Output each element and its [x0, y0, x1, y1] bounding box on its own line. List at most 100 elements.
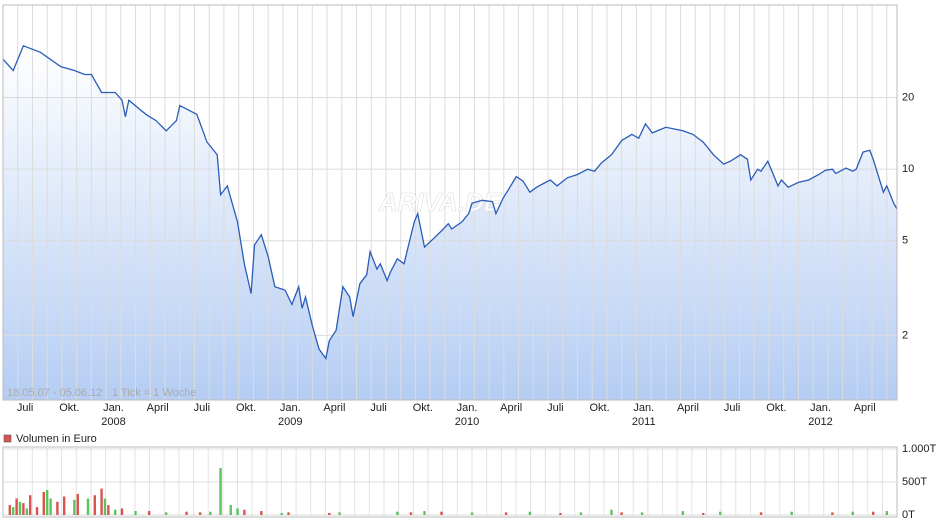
- volume-bar: [702, 513, 705, 515]
- volume-bar: [243, 509, 246, 515]
- volume-bar: [423, 511, 426, 515]
- volume-bar: [11, 507, 15, 515]
- volume-bar: [22, 503, 25, 515]
- volume-bar: [872, 511, 875, 515]
- x-tick-label: Okt.: [766, 402, 786, 414]
- volume-bar: [56, 501, 59, 515]
- volume-bar: [86, 498, 90, 515]
- y-tick-label: 500T: [902, 476, 927, 488]
- volume-bar: [18, 501, 22, 515]
- volume-bar: [134, 511, 137, 515]
- legend-label: Volumen in Euro: [16, 433, 97, 445]
- price-line: [2, 44, 898, 360]
- volume-bar: [610, 509, 613, 515]
- volume-bar: [759, 512, 763, 515]
- volume-bar: [236, 508, 239, 515]
- x-tick-label: Okt.: [236, 402, 256, 414]
- x-tick-label: Jan.: [633, 402, 654, 414]
- volume-bar: [260, 511, 263, 515]
- volume-bar: [42, 491, 45, 515]
- volume-bar: [790, 511, 793, 515]
- volume-bar: [409, 512, 413, 515]
- volume-bar: [35, 507, 39, 515]
- volume-bar: [185, 511, 188, 515]
- y-tick-label: 0T: [902, 509, 915, 521]
- legend-swatch: [3, 434, 12, 443]
- volume-bar: [504, 512, 508, 515]
- volume-bar: [49, 498, 52, 515]
- y-tick-label: 5: [902, 235, 908, 247]
- volume-bar: [164, 512, 168, 515]
- volume-bar: [120, 508, 124, 515]
- volume-bar: [113, 509, 117, 515]
- year-label: 2008: [101, 416, 125, 428]
- volume-bar: [470, 512, 474, 515]
- x-tick-label: April: [500, 402, 522, 414]
- y-tick-label: 20: [902, 91, 914, 103]
- volume-bar: [559, 513, 562, 515]
- volume-bar: [280, 513, 283, 515]
- volume-bar: [851, 511, 855, 515]
- volume-bar: [93, 495, 96, 515]
- x-tick-label: Juli: [17, 402, 34, 414]
- volume-bar: [440, 511, 443, 515]
- volume-bar: [76, 493, 79, 515]
- x-tick-label: Juli: [370, 402, 387, 414]
- y-tick-label: 2: [902, 329, 908, 341]
- volume-bar: [338, 512, 341, 515]
- volume-bar: [73, 499, 76, 515]
- volume-bar: [229, 505, 232, 515]
- volume-bar: [620, 512, 623, 515]
- x-tick-label: April: [854, 402, 876, 414]
- volume-bar: [15, 498, 18, 515]
- volume-bar: [147, 511, 151, 515]
- y-tick-label: 1.000T: [902, 443, 937, 455]
- volume-bar: [328, 513, 331, 515]
- volume-bar: [62, 496, 66, 515]
- x-tick-label: Jan.: [280, 402, 301, 414]
- x-tick-label: Okt.: [59, 402, 79, 414]
- volume-bar: [209, 511, 212, 515]
- range-note: 18.05.07 - 05.06.12: [7, 387, 102, 399]
- year-label: 2009: [278, 416, 302, 428]
- volume-bar: [219, 468, 222, 515]
- volume-bar: [287, 512, 290, 515]
- volume-bar: [719, 511, 722, 515]
- x-tick-label: Juli: [724, 402, 741, 414]
- volume-bar: [885, 511, 889, 515]
- x-tick-label: Jan.: [810, 402, 831, 414]
- year-label: 2012: [808, 416, 832, 428]
- volume-bar: [528, 511, 532, 515]
- plot-frame: [2, 4, 898, 401]
- volume-bar: [198, 512, 202, 515]
- volume-bar: [831, 512, 834, 515]
- x-tick-label: Juli: [194, 402, 211, 414]
- x-tick-label: Juli: [547, 402, 564, 414]
- year-label: 2011: [632, 416, 656, 428]
- volume-bar: [25, 508, 28, 515]
- volume-bar: [45, 489, 49, 515]
- year-label: 2010: [455, 416, 479, 428]
- volume-bar: [640, 512, 644, 515]
- x-tick-label: April: [147, 402, 169, 414]
- volume-bar: [396, 511, 399, 515]
- volume-bar: [100, 488, 103, 515]
- x-tick-label: Okt.: [589, 402, 609, 414]
- volume-bar: [579, 512, 583, 515]
- tick-note: 1 Tick = 1 Woche: [112, 387, 196, 399]
- volume-bar: [28, 495, 32, 515]
- volume-bar: [107, 505, 110, 515]
- y-tick-label: 10: [902, 163, 914, 175]
- volume-bar: [8, 505, 11, 515]
- volume-bar: [103, 498, 107, 515]
- x-tick-label: Jan.: [457, 402, 478, 414]
- x-tick-label: Okt.: [413, 402, 433, 414]
- x-tick-label: Jan.: [103, 402, 124, 414]
- x-tick-label: April: [677, 402, 699, 414]
- volume-bar: [681, 511, 685, 515]
- x-tick-label: April: [323, 402, 345, 414]
- watermark: ARIVA.DE: [378, 187, 502, 217]
- area: [3, 45, 897, 401]
